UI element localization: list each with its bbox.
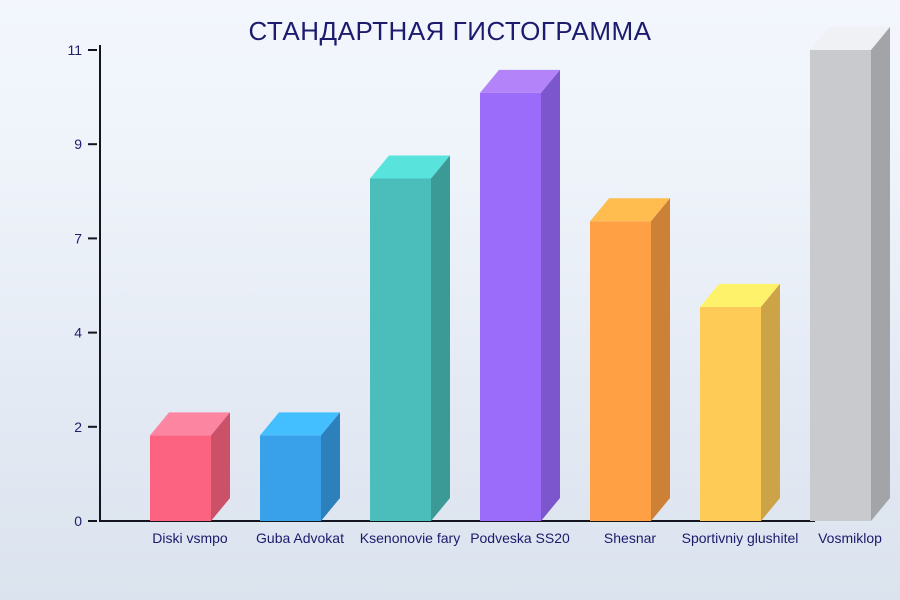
x-category-label: Shesnar [604,530,656,546]
bar-side-4[interactable] [651,198,670,522]
bar-top-3[interactable] [480,69,560,93]
y-tick-label: 4 [74,325,82,341]
bar-top-5[interactable] [700,283,780,307]
bar-front-5[interactable] [700,306,761,521]
bar-top-6[interactable] [810,27,890,50]
y-tick-label: 2 [74,419,82,435]
y-tick-label: 0 [74,513,82,529]
chart-title: СТАНДАРТНАЯ ГИСТОГРАММА [248,16,652,46]
bar-front-2[interactable] [370,178,431,522]
x-category-label: Sportivniy glushitel [682,530,799,546]
bar-front-1[interactable] [260,435,321,521]
bar-front-0[interactable] [150,435,211,521]
x-category-label: Podveska SS20 [470,530,570,546]
bar-top-1[interactable] [260,412,340,436]
bar-side-0[interactable] [211,412,230,521]
y-tick-label: 9 [74,136,82,152]
x-category-label: Ksenonovie fary [360,530,460,546]
bar-side-2[interactable] [431,155,450,522]
x-category-label: Guba Advokat [256,530,344,546]
bar-side-6[interactable] [871,27,890,521]
bar-front-4[interactable] [590,221,651,522]
bar-top-4[interactable] [590,198,670,222]
bar-front-3[interactable] [480,92,541,522]
y-tick-label: 7 [74,230,82,246]
bar-side-5[interactable] [761,283,780,521]
bar-top-0[interactable] [150,412,230,436]
bar-top-2[interactable] [370,155,450,179]
bar-side-3[interactable] [541,69,560,522]
y-tick-label: 11 [67,42,82,58]
bar-side-1[interactable] [321,412,340,521]
bar-front-6[interactable] [810,50,871,521]
x-category-label: Diski vsmpo [152,530,228,546]
x-category-label: Vosmiklop [818,530,882,546]
